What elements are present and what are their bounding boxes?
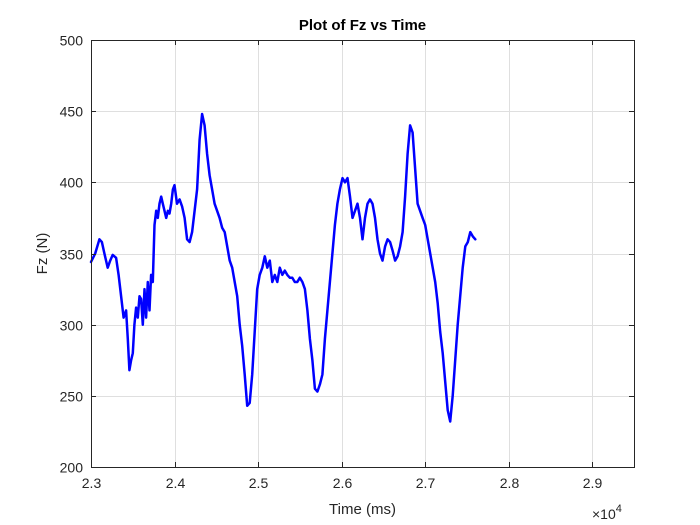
x-tick-label: 2.7 <box>416 475 436 491</box>
series-line-fz <box>89 112 477 423</box>
y-tick-label: 350 <box>60 247 84 263</box>
y-tick-label: 450 <box>60 104 84 120</box>
y-tick-label: 500 <box>60 33 84 49</box>
x-tick-label: 2.4 <box>166 475 186 491</box>
x-axis-exponent-base: ×10 <box>592 506 616 522</box>
series-group <box>89 112 477 423</box>
y-tick-label: 250 <box>60 389 84 405</box>
plot-area <box>91 40 634 467</box>
y-tick-label: 300 <box>60 318 84 334</box>
chart-title: Plot of Fz vs Time <box>299 17 426 34</box>
x-tick-label: 2.5 <box>249 475 269 491</box>
x-axis-label: Time (ms) <box>329 501 396 518</box>
tick-labels: 2.3 2.4 2.5 2.6 2.7 2.8 2.9 200 250 300 350 400 450 5… <box>60 33 603 492</box>
y-tick-label: 200 <box>60 460 84 476</box>
x-tick-label: 2.8 <box>500 475 520 491</box>
y-tick-label: 400 <box>60 175 84 191</box>
x-axis-exponent-power: 4 <box>616 503 622 515</box>
y-axis-label: Fz (N) <box>34 233 51 275</box>
x-tick-label: 2.9 <box>583 475 603 491</box>
x-tick-label: 2.3 <box>82 475 102 491</box>
x-tick-label: 2.6 <box>333 475 353 491</box>
x-axis-exponent: ×104 <box>592 503 622 522</box>
tick-marks <box>91 40 634 468</box>
